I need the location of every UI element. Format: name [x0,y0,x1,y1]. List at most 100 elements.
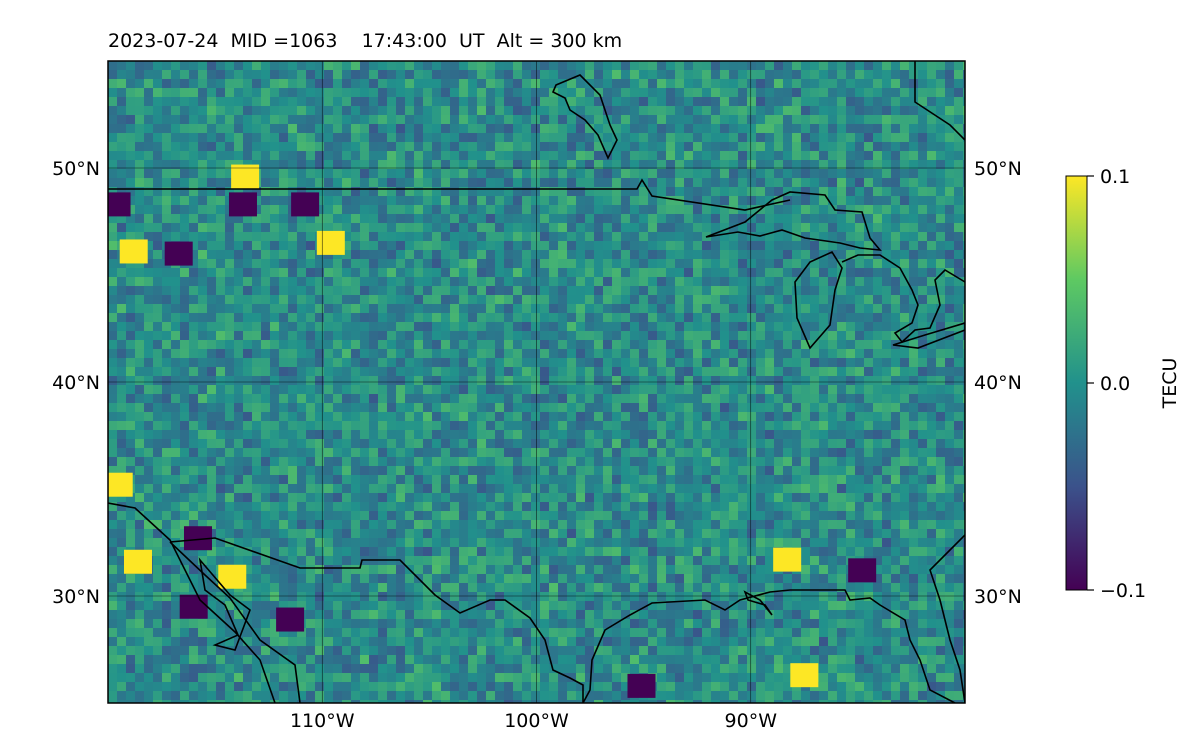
heatmap-cell [495,466,505,476]
heatmap-cell [738,466,748,476]
heatmap-cell [360,169,370,179]
heatmap-cell [810,457,820,467]
heatmap-cell [504,385,514,395]
heatmap-cell [153,124,163,134]
heatmap-cell [297,484,307,494]
heatmap-cell [801,403,811,413]
heatmap-cell [720,241,730,251]
heatmap-cell [198,268,208,278]
heatmap-cell [747,259,757,269]
heatmap-cell [648,493,658,503]
heatmap-cell [549,385,559,395]
heatmap-cell [873,358,883,368]
heatmap-cell [459,268,469,278]
heatmap-cell [900,475,910,485]
heatmap-cell [513,169,523,179]
heatmap-cell [648,502,658,512]
heatmap-cell [180,187,190,197]
heatmap-cell [666,520,676,530]
heatmap-cell [936,169,946,179]
heatmap-cell [189,88,199,98]
heatmap-cell [450,457,460,467]
heatmap-cell [549,142,559,152]
heatmap-cell [828,223,838,233]
heatmap-cell [378,331,388,341]
heatmap-cell [108,331,118,341]
heatmap-cell [333,259,343,269]
heatmap-cell [279,421,289,431]
heatmap-cell [918,448,928,458]
heatmap-cell [801,205,811,215]
heatmap-cell [909,322,919,332]
heatmap-cell [594,151,604,161]
heatmap-cell [504,304,514,314]
heatmap-cell [891,457,901,467]
heatmap-cell [396,250,406,260]
heatmap-cell [477,214,487,224]
heatmap-cell [657,61,667,71]
heatmap-cell [702,160,712,170]
heatmap-cell [639,349,649,359]
heatmap-cell [225,340,235,350]
heatmap-cell [801,277,811,287]
heatmap-cell [882,250,892,260]
heatmap-cell [216,160,226,170]
heatmap-cell [639,196,649,206]
heatmap-cell [198,232,208,242]
heatmap-cell [153,133,163,143]
heatmap-cell [774,313,784,323]
heatmap-cell [819,79,829,89]
heatmap-cell [603,313,613,323]
heatmap-cell [126,214,136,224]
heatmap-cell [756,250,766,260]
heatmap-cell [693,493,703,503]
heatmap-cell [891,430,901,440]
heatmap-cell [342,367,352,377]
heatmap-cell [945,385,955,395]
heatmap-cell [405,232,415,242]
heatmap-cell [540,439,550,449]
heatmap-cell [207,259,217,269]
heatmap-cell [819,232,829,242]
heatmap-cell [576,484,586,494]
heatmap-cell [630,358,640,368]
heatmap-cell [675,457,685,467]
heatmap-cell [963,259,965,269]
heatmap-cell [801,115,811,125]
heatmap-cell [171,106,181,116]
heatmap-cell [711,295,721,305]
heatmap-cell [162,367,172,377]
heatmap-cell [747,421,757,431]
heatmap-cell [342,313,352,323]
heatmap-cell [810,484,820,494]
heatmap-cell [459,313,469,323]
heatmap-cell [693,115,703,125]
heatmap-cell [243,358,253,368]
heatmap-cell [963,196,965,206]
heatmap-cell [585,142,595,152]
heatmap-cell [414,448,424,458]
heatmap-cell [468,79,478,89]
heatmap-cell [711,223,721,233]
heatmap-cell [144,286,154,296]
heatmap-cell [909,223,919,233]
heatmap-cell [477,88,487,98]
heatmap-cell [594,115,604,125]
heatmap-cell [882,115,892,125]
heatmap-cell [882,169,892,179]
heatmap-cell [729,277,739,287]
heatmap-cell [432,331,442,341]
heatmap-cell [315,511,325,521]
heatmap-cell [369,475,379,485]
heatmap-cell [738,457,748,467]
heatmap-cell [702,79,712,89]
heatmap-cell [189,349,199,359]
heatmap-cell [738,394,748,404]
heatmap-cell [837,169,847,179]
heatmap-cell [729,178,739,188]
heatmap-cell [342,511,352,521]
heatmap-cell [198,259,208,269]
heatmap-cell [387,88,397,98]
heatmap-cell [252,322,262,332]
heatmap-cell [306,313,316,323]
